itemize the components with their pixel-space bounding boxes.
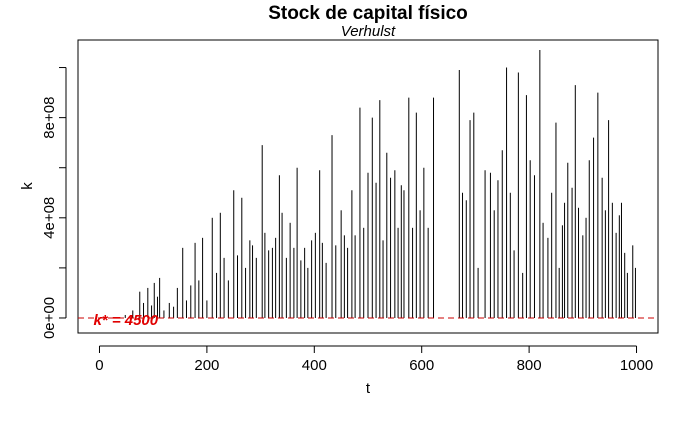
x-tick-label: 200 xyxy=(194,357,219,374)
chart-title: Stock de capital físico xyxy=(268,3,468,24)
plot-frame xyxy=(77,39,659,334)
x-tick-label: 0 xyxy=(95,357,103,374)
y-axis: 0e+00 4e+08 8e+08 xyxy=(41,67,67,339)
y-tick-label: 0e+00 xyxy=(41,297,58,339)
x-tick-label: 800 xyxy=(517,357,542,374)
x-tick-label: 1000 xyxy=(620,357,653,374)
x-tick-label: 600 xyxy=(409,357,434,374)
x-axis: 0 200 400 600 800 1000 xyxy=(95,345,653,374)
x-tick-label: 400 xyxy=(302,357,327,374)
y-tick-label: 8e+08 xyxy=(41,97,58,139)
data-series xyxy=(124,50,636,318)
y-tick-label: 4e+08 xyxy=(41,197,58,239)
x-axis-label: t xyxy=(366,380,371,397)
equilibrium-annotation: k* = 4500 xyxy=(93,312,158,329)
y-axis-label: k xyxy=(19,182,36,190)
chart-subtitle: Verhulst xyxy=(341,23,396,40)
